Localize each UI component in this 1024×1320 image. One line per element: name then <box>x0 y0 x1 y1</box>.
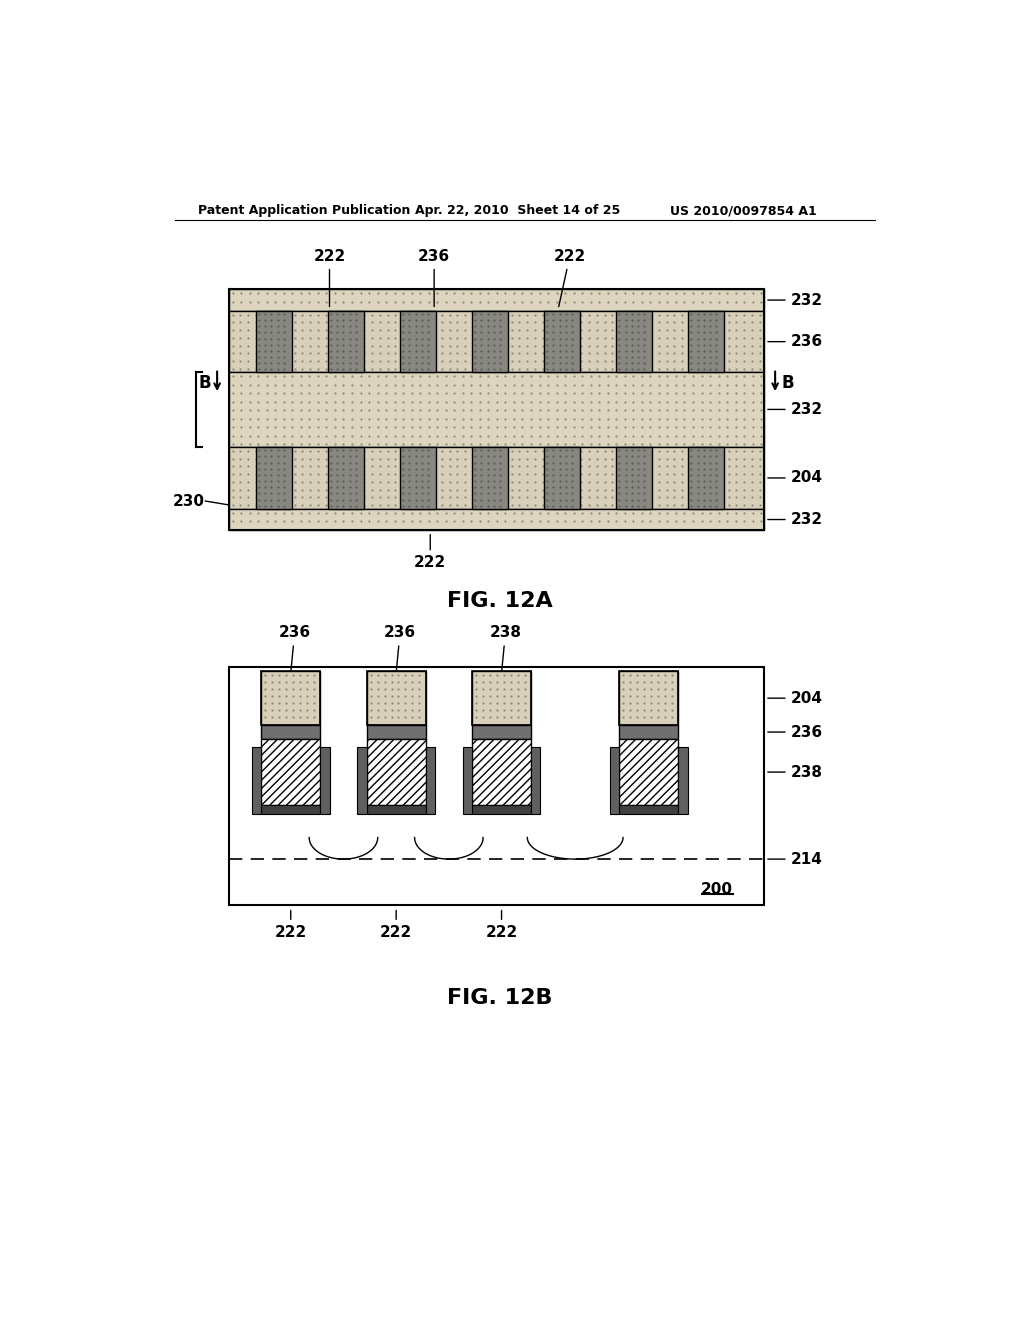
Polygon shape <box>261 671 321 725</box>
Text: 236: 236 <box>418 249 451 306</box>
Text: 222: 222 <box>554 249 586 306</box>
Polygon shape <box>228 289 764 312</box>
Polygon shape <box>678 747 687 814</box>
Polygon shape <box>400 312 435 372</box>
Polygon shape <box>531 747 541 814</box>
Polygon shape <box>610 747 620 814</box>
Polygon shape <box>367 805 426 814</box>
Polygon shape <box>472 739 531 805</box>
Text: 232: 232 <box>768 401 822 417</box>
Text: 238: 238 <box>768 764 822 780</box>
Text: 222: 222 <box>380 911 413 940</box>
Polygon shape <box>400 447 435 508</box>
Text: 232: 232 <box>768 293 822 308</box>
Polygon shape <box>252 747 261 814</box>
Polygon shape <box>620 671 678 725</box>
Text: FIG. 12A: FIG. 12A <box>447 591 553 611</box>
Polygon shape <box>616 447 652 508</box>
Text: FIG. 12B: FIG. 12B <box>447 987 553 1007</box>
Text: 236: 236 <box>768 334 822 350</box>
Polygon shape <box>463 747 472 814</box>
Polygon shape <box>688 312 724 372</box>
Polygon shape <box>256 312 292 372</box>
Polygon shape <box>328 312 364 372</box>
Text: 232: 232 <box>768 512 822 527</box>
Text: 222: 222 <box>485 911 518 940</box>
Polygon shape <box>228 372 764 447</box>
Text: Apr. 22, 2010  Sheet 14 of 25: Apr. 22, 2010 Sheet 14 of 25 <box>415 205 620 218</box>
Text: B: B <box>781 375 794 392</box>
Polygon shape <box>688 447 724 508</box>
Polygon shape <box>228 312 764 372</box>
Polygon shape <box>367 671 426 725</box>
Text: 236: 236 <box>279 626 310 671</box>
Text: 204: 204 <box>768 690 822 706</box>
Polygon shape <box>620 725 678 739</box>
Polygon shape <box>544 312 580 372</box>
Text: Patent Application Publication: Patent Application Publication <box>198 205 411 218</box>
Text: 222: 222 <box>274 911 307 940</box>
Text: 200: 200 <box>701 882 733 898</box>
Polygon shape <box>472 725 531 739</box>
Text: 236: 236 <box>768 725 822 739</box>
Polygon shape <box>261 805 321 814</box>
Text: 222: 222 <box>313 249 346 306</box>
Text: 230: 230 <box>172 494 205 508</box>
Text: US 2010/0097854 A1: US 2010/0097854 A1 <box>671 205 817 218</box>
Polygon shape <box>357 747 367 814</box>
Polygon shape <box>472 671 531 725</box>
Polygon shape <box>472 447 508 508</box>
Polygon shape <box>367 725 426 739</box>
Text: 236: 236 <box>384 626 416 671</box>
Polygon shape <box>228 508 764 531</box>
Polygon shape <box>620 739 678 805</box>
Polygon shape <box>620 805 678 814</box>
Polygon shape <box>472 312 508 372</box>
Text: B: B <box>199 375 211 392</box>
Polygon shape <box>261 725 321 739</box>
Polygon shape <box>367 739 426 805</box>
Polygon shape <box>544 447 580 508</box>
Polygon shape <box>228 667 764 906</box>
Text: 238: 238 <box>489 626 521 671</box>
Polygon shape <box>426 747 435 814</box>
Text: 204: 204 <box>768 470 822 486</box>
Text: 214: 214 <box>768 851 822 867</box>
Polygon shape <box>256 447 292 508</box>
Polygon shape <box>228 447 764 508</box>
Polygon shape <box>472 805 531 814</box>
Polygon shape <box>328 447 364 508</box>
Text: 222: 222 <box>414 535 446 570</box>
Polygon shape <box>616 312 652 372</box>
Polygon shape <box>321 747 330 814</box>
Polygon shape <box>261 739 321 805</box>
